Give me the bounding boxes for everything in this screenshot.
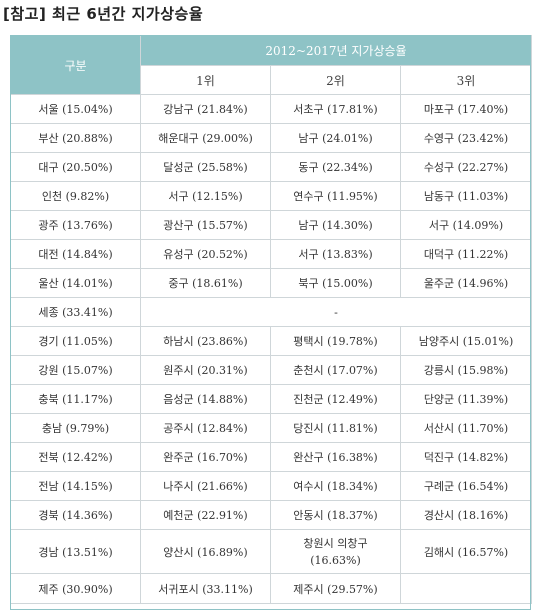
rank-1-cell: 나주시 (21.66%)	[140, 471, 271, 501]
region-cell: 광주 (13.76%)	[10, 210, 141, 240]
table-row: 울산 (14.01%) 중구 (18.61%) 북구 (15.00%) 울주군 …	[10, 268, 533, 298]
rank-1-cell: 공주시 (12.84%)	[140, 413, 271, 443]
rank-2-cell: 당진시 (11.81%)	[270, 413, 401, 443]
region-cell: 인천 (9.82%)	[10, 181, 141, 211]
rank-2-cell: 연수구 (11.95%)	[270, 181, 401, 211]
rank-1-cell: 하남시 (23.86%)	[140, 326, 271, 356]
rank-3-cell: 경산시 (18.16%)	[399, 500, 533, 530]
table-row: 경기 (11.05%) 하남시 (23.86%) 평택시 (19.78%) 남양…	[10, 326, 533, 356]
rank-3-cell: 단양군 (11.39%)	[399, 384, 533, 414]
rank-1-cell: 양산시 (16.89%)	[140, 529, 271, 574]
rank-1-cell: 예천군 (22.91%)	[140, 500, 271, 530]
table-row: 충북 (11.17%) 음성군 (14.88%) 진천군 (12.49%) 단양…	[10, 384, 533, 414]
rank-2-cell: 여수시 (18.34%)	[270, 471, 401, 501]
rank-3-cell: 울주군 (14.96%)	[399, 268, 533, 298]
rank-2-cell: 창원시 의창구 (16.63%)	[270, 529, 401, 574]
region-cell: 서울 (15.04%)	[10, 94, 141, 124]
rank-2-rate: (16.63%)	[310, 553, 361, 567]
region-cell: 경기 (11.05%)	[10, 326, 141, 356]
rank-2-cell: 북구 (15.00%)	[270, 268, 401, 298]
rank-1-cell: 서귀포시 (33.11%)	[140, 573, 271, 604]
rank-2-cell: 서구 (13.83%)	[270, 239, 401, 269]
region-cell: 제주 (30.90%)	[10, 573, 141, 604]
table-row: 경북 (14.36%) 예천군 (22.91%) 안동시 (18.37%) 경산…	[10, 500, 533, 530]
table-row: 제주 (30.90%) 서귀포시 (33.11%) 제주시 (29.57%)	[10, 573, 533, 604]
table-row: 광주 (13.76%) 광산구 (15.57%) 남구 (14.30%) 서구 …	[10, 210, 533, 240]
region-cell: 세종 (33.41%)	[10, 297, 141, 327]
rank-3-cell: 서구 (14.09%)	[399, 210, 533, 240]
rank-2-cell: 평택시 (19.78%)	[270, 326, 401, 356]
table-row: 서울 (15.04%) 강남구 (21.84%) 서초구 (17.81%) 마포…	[10, 94, 533, 124]
region-cell: 부산 (20.88%)	[10, 123, 141, 153]
land-price-table: 구분 2012~2017년 지가상승율 1위 2위 3위 서울 (15.04%)…	[10, 35, 533, 604]
rank-3-cell: 남동구 (11.03%)	[399, 181, 533, 211]
region-cell: 경북 (14.36%)	[10, 500, 141, 530]
region-cell: 충북 (11.17%)	[10, 384, 141, 414]
rank-1-cell: 음성군 (14.88%)	[140, 384, 271, 414]
rank-2-cell: 안동시 (18.37%)	[270, 500, 401, 530]
table-row: 강원 (15.07%) 원주시 (20.31%) 춘천시 (17.07%) 강릉…	[10, 355, 533, 385]
region-cell: 강원 (15.07%)	[10, 355, 141, 385]
rank-2-cell: 서초구 (17.81%)	[270, 94, 401, 124]
table-row: 대구 (20.50%) 달성군 (25.58%) 동구 (22.34%) 수성구…	[10, 152, 533, 182]
page-title: [참고] 최근 6년간 지가상승율	[3, 5, 204, 23]
table-row: 인천 (9.82%) 서구 (12.15%) 연수구 (11.95%) 남동구 …	[10, 181, 533, 211]
region-cell: 대전 (14.84%)	[10, 239, 141, 269]
rank-3-cell: 마포구 (17.40%)	[399, 94, 533, 124]
region-cell: 경남 (13.51%)	[10, 529, 141, 574]
table-row: 대전 (14.84%) 유성구 (20.52%) 서구 (13.83%) 대덕구…	[10, 239, 533, 269]
rank-1-cell: 달성군 (25.58%)	[140, 152, 271, 182]
header-rank-2: 2위	[270, 65, 401, 95]
table-row: 경남 (13.51%) 양산시 (16.89%) 창원시 의창구 (16.63%…	[10, 529, 533, 574]
rank-3-cell: 대덕구 (11.22%)	[399, 239, 533, 269]
rank-3-cell: 남양주시 (15.01%)	[399, 326, 533, 356]
rank-2-name: 창원시 의창구	[303, 536, 368, 550]
rank-3-cell: 덕진구 (14.82%)	[399, 442, 533, 472]
header-period: 2012~2017년 지가상승율	[139, 35, 533, 66]
rank-3-cell: 강릉시 (15.98%)	[399, 355, 533, 385]
rank-2-cell: 춘천시 (17.07%)	[270, 355, 401, 385]
rank-3-cell: 서산시 (11.70%)	[399, 413, 533, 443]
rank-1-cell: 해운대구 (29.00%)	[140, 123, 271, 153]
region-cell: 울산 (14.01%)	[10, 268, 141, 298]
rank-2-cell: 완산구 (16.38%)	[270, 442, 401, 472]
region-cell: 충남 (9.79%)	[10, 413, 141, 443]
table-row: 세종 (33.41%) -	[10, 297, 533, 327]
region-cell: 대구 (20.50%)	[10, 152, 141, 182]
header-category: 구분	[10, 35, 141, 95]
table-row: 부산 (20.88%) 해운대구 (29.00%) 남구 (24.01%) 수영…	[10, 123, 533, 153]
rank-3-cell: 김해시 (16.57%)	[399, 529, 533, 574]
region-cell: 전북 (12.42%)	[10, 442, 141, 472]
rank-3-cell: 구례군 (16.54%)	[399, 471, 533, 501]
rank-2-cell: 동구 (22.34%)	[270, 152, 401, 182]
rank-2-cell: 남구 (24.01%)	[270, 123, 401, 153]
header-rank-3: 3위	[399, 65, 533, 95]
table-row: 충남 (9.79%) 공주시 (12.84%) 당진시 (11.81%) 서산시…	[10, 413, 533, 443]
rank-3-cell: 수성구 (22.27%)	[399, 152, 533, 182]
rank-2-cell: 제주시 (29.57%)	[270, 573, 401, 604]
rank-1-cell: 서구 (12.15%)	[140, 181, 271, 211]
region-cell: 전남 (14.15%)	[10, 471, 141, 501]
rank-3-cell: 수영구 (23.42%)	[399, 123, 533, 153]
header-rank-1: 1위	[140, 65, 271, 95]
rank-1-cell: 유성구 (20.52%)	[140, 239, 271, 269]
rank-2-cell: 진천군 (12.49%)	[270, 384, 401, 414]
rank-1-cell: 강남구 (21.84%)	[140, 94, 271, 124]
rank-1-cell: 광산구 (15.57%)	[140, 210, 271, 240]
rank-1-cell: 완주군 (16.70%)	[140, 442, 271, 472]
merged-cell: -	[139, 297, 533, 327]
rank-1-cell: 원주시 (20.31%)	[140, 355, 271, 385]
table-row: 전남 (14.15%) 나주시 (21.66%) 여수시 (18.34%) 구례…	[10, 471, 533, 501]
rank-3-cell	[399, 573, 533, 604]
rank-1-cell: 중구 (18.61%)	[140, 268, 271, 298]
rank-2-cell: 남구 (14.30%)	[270, 210, 401, 240]
table-row: 전북 (12.42%) 완주군 (16.70%) 완산구 (16.38%) 덕진…	[10, 442, 533, 472]
